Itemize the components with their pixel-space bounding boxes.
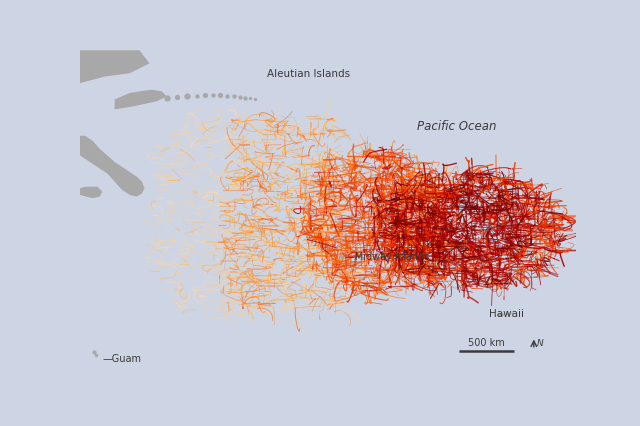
Polygon shape [80, 51, 150, 84]
Text: Aleutian Islands: Aleutian Islands [267, 69, 349, 79]
Ellipse shape [497, 314, 504, 317]
Text: Hawaii: Hawaii [489, 308, 524, 319]
Text: 500 km: 500 km [468, 338, 505, 348]
Polygon shape [80, 187, 102, 199]
Ellipse shape [511, 313, 514, 314]
Polygon shape [80, 136, 145, 197]
Polygon shape [115, 90, 167, 110]
Text: —Midway Islands: —Midway Islands [346, 251, 429, 261]
Text: N: N [536, 338, 543, 347]
Ellipse shape [506, 313, 510, 315]
Text: —Guam: —Guam [102, 353, 141, 363]
Text: Pacific Ocean: Pacific Ocean [417, 120, 497, 133]
